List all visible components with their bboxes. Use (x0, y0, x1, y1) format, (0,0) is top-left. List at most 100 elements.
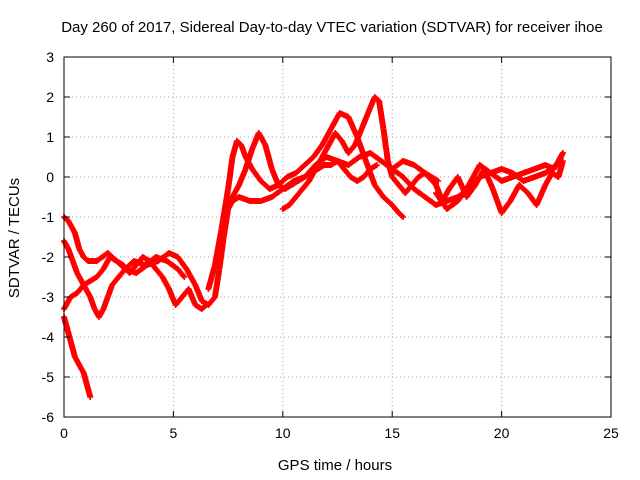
data-point (498, 199, 513, 216)
data-point (345, 154, 362, 168)
data-point (192, 282, 205, 303)
data-point (380, 126, 391, 163)
data-point (533, 183, 548, 208)
data-point (212, 267, 223, 300)
data-marks (61, 94, 566, 400)
x-tick-label: 15 (384, 425, 400, 441)
series-track-10 (433, 150, 566, 212)
data-point (78, 366, 86, 375)
data-point (163, 258, 180, 272)
data-point (220, 207, 231, 240)
data-point (218, 187, 231, 232)
data-point (242, 147, 255, 172)
x-tick-label: 10 (275, 425, 291, 441)
data-point (74, 283, 86, 296)
data-point (376, 98, 387, 131)
y-tick-label: -4 (42, 329, 55, 345)
y-tick-label: 3 (46, 49, 54, 65)
data-point (516, 182, 530, 195)
data-point (80, 254, 90, 263)
data-point (166, 286, 178, 307)
series-track-3 (61, 238, 188, 320)
series-track-9 (389, 158, 566, 216)
series-track-4 (61, 254, 210, 312)
data-point (174, 254, 189, 271)
x-tick-label: 25 (603, 425, 619, 441)
data-point (236, 167, 248, 188)
data-point (233, 138, 244, 147)
series-track-7 (279, 94, 442, 212)
data-point (87, 394, 94, 400)
y-tick-label: -6 (42, 409, 55, 425)
data-point (389, 174, 401, 187)
data-point (71, 354, 80, 363)
y-tick-label: -1 (42, 209, 55, 225)
data-point (373, 162, 380, 168)
data-point (292, 163, 307, 176)
data-point (551, 151, 566, 172)
data-point (126, 263, 139, 276)
data-point (559, 150, 566, 156)
data-point (352, 127, 364, 148)
data-point (345, 114, 360, 139)
data-point (93, 267, 106, 280)
data-point (327, 111, 342, 132)
data-point (465, 163, 482, 188)
data-point (249, 166, 263, 183)
data-point (183, 266, 198, 287)
data-point (422, 170, 438, 187)
data-point (172, 295, 185, 308)
data-point (332, 130, 344, 143)
data-point (371, 182, 386, 199)
data-point (212, 227, 225, 268)
y-tick-label: 1 (46, 129, 54, 145)
data-point (411, 186, 427, 200)
data-point (152, 266, 165, 279)
axis-ticks: 0 5 10 15 20 25 -6 -5 -4 -3 -2 -1 0 1 2 3 (42, 49, 619, 441)
data-point (454, 183, 471, 204)
y-tick-label: 2 (46, 89, 54, 105)
data-point (109, 275, 121, 288)
data-point (174, 266, 187, 279)
data-point (341, 166, 353, 179)
data-point (181, 274, 188, 280)
y-tick-label: -2 (42, 249, 55, 265)
data-point (400, 214, 407, 220)
data-point (476, 162, 493, 176)
data-point (225, 155, 236, 192)
x-tick-label: 5 (170, 425, 178, 441)
data-point (365, 95, 378, 116)
data-point (203, 302, 210, 308)
data-point (76, 362, 84, 371)
series-track-2 (61, 314, 94, 400)
y-tick-label: -3 (42, 289, 55, 305)
data-point (345, 143, 358, 156)
y-axis-label: SDTVAR / TECUs (6, 178, 23, 298)
x-tick-label: 0 (60, 425, 68, 441)
data-point (292, 187, 305, 200)
y-tick-label: 0 (46, 169, 54, 185)
data-point (371, 94, 381, 103)
grid (64, 57, 611, 417)
data-point (443, 198, 460, 212)
data-point (146, 258, 158, 271)
data-point (319, 127, 334, 148)
data-point (463, 183, 478, 200)
x-axis-label: GPS time / hours (278, 457, 392, 474)
data-point (411, 162, 427, 176)
data-point (198, 303, 209, 312)
data-point (310, 143, 325, 160)
chart-title: Day 260 of 2017, Sidereal Day-to-day VTE… (61, 19, 603, 36)
data-point (185, 286, 198, 307)
data-point (286, 195, 298, 208)
data-point (268, 166, 281, 187)
data-point (435, 178, 442, 184)
data-point (389, 202, 401, 215)
data-point (367, 150, 383, 164)
data-point (262, 142, 275, 171)
data-point (216, 235, 227, 272)
data-point (358, 111, 371, 132)
data-point (400, 174, 417, 191)
data-point (299, 179, 312, 192)
